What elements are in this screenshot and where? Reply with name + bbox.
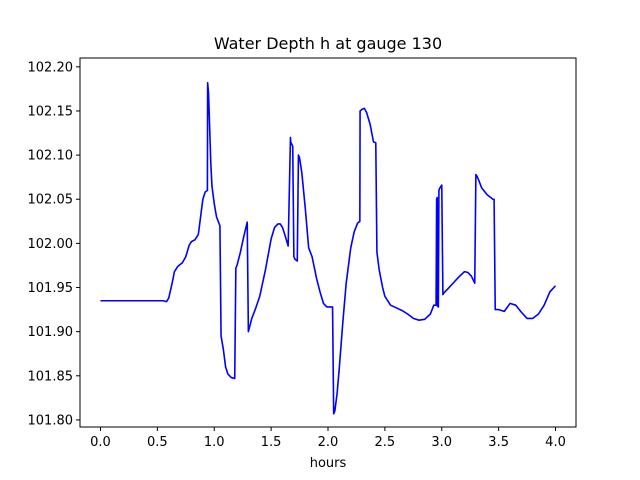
x-tick-label: 0.5 [147,435,168,450]
y-tick-label: 102.00 [28,237,74,252]
y-tick-label: 102.15 [28,104,74,119]
x-tick-label: 2.0 [318,435,339,450]
x-tick-label: 3.5 [488,435,509,450]
y-tick-label: 101.95 [28,281,74,296]
x-tick-label: 4.0 [545,435,566,450]
series-line [100,81,557,415]
y-tick-label: 102.10 [28,149,74,164]
series-layer [100,81,557,415]
x-tick-label: 1.0 [204,435,225,450]
y-axis: 101.80 101.85 101.90 101.95 102.00 102.05 102.… [28,60,80,428]
y-tick-label: 101.80 [28,413,74,428]
x-axis: 0.0 0.5 1.0 1.5 2.0 2.5 3.0 3.5 4.0 [90,427,566,450]
y-tick-label: 101.85 [28,369,74,384]
y-tick-label: 102.20 [28,60,74,75]
plot-background [80,58,576,427]
chart-title: Water Depth h at gauge 130 [214,34,442,53]
x-tick-label: 1.5 [261,435,282,450]
x-axis-label: hours [310,456,347,471]
x-tick-label: 2.5 [375,435,396,450]
y-tick-label: 101.90 [28,325,74,340]
x-tick-label: 0.0 [90,435,111,450]
x-tick-label: 3.0 [431,435,452,450]
y-tick-label: 102.05 [28,193,74,208]
